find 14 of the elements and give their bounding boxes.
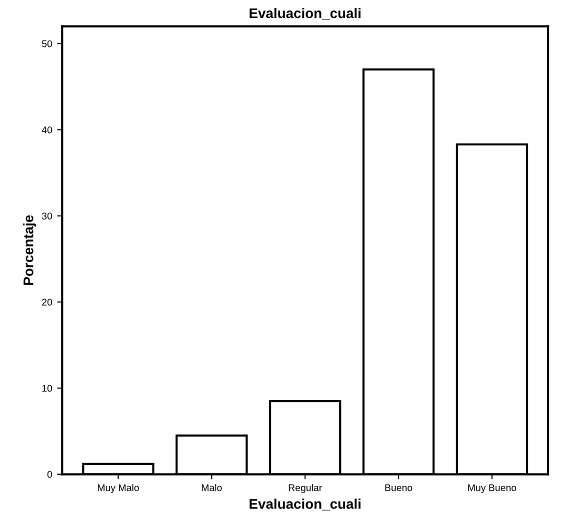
y-axis-title: Porcentaje xyxy=(23,215,36,285)
x-tick-label: Muy Malo xyxy=(98,484,139,494)
x-tick-label: Malo xyxy=(202,484,222,492)
y-tick-label: 20 xyxy=(42,298,52,306)
y-tick-label: 40 xyxy=(42,126,52,134)
y-tick-label: 50 xyxy=(42,40,52,48)
x-tick-label: Regular xyxy=(288,484,322,494)
y-tick-label: 10 xyxy=(42,384,52,392)
x-tick-label: Bueno xyxy=(385,484,412,492)
chart-title: Evaluacion_cuali xyxy=(250,8,360,20)
y-tick-label: 0 xyxy=(47,471,52,478)
x-tick-label: Muy Bueno xyxy=(468,484,516,494)
x-axis-title: Evaluacion_cuali xyxy=(250,498,360,510)
y-tick-label: 30 xyxy=(42,212,52,220)
